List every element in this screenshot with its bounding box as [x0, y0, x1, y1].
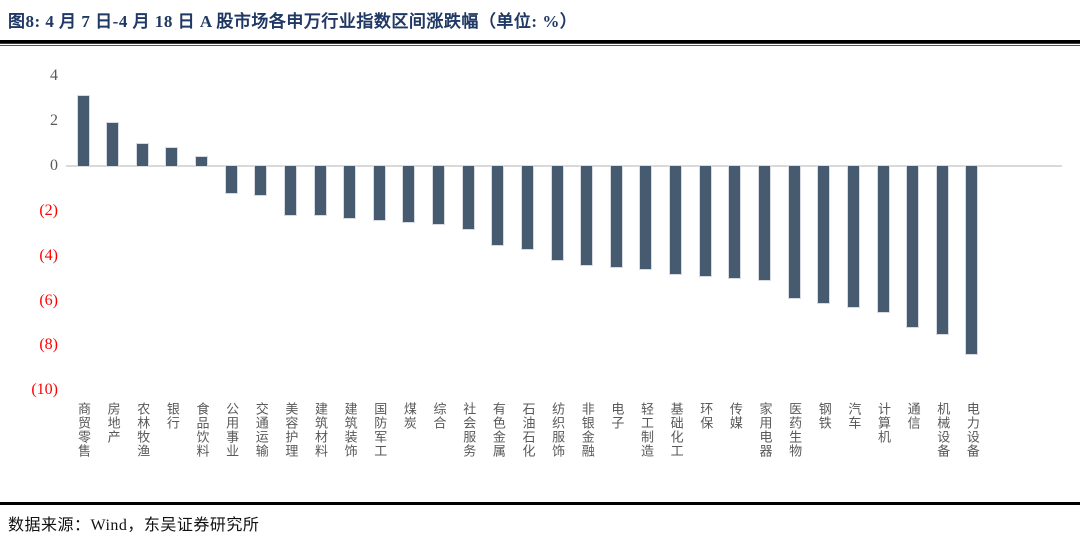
x-axis-label: 公用事业: [224, 402, 240, 458]
bar: [757, 164, 771, 282]
y-axis-tick: 0: [50, 157, 58, 174]
x-axis-label: 建筑装饰: [342, 402, 358, 458]
x-axis-label: 煤炭: [401, 402, 417, 430]
x-axis-label: 银行: [164, 402, 180, 430]
x-axis-label: 通信: [905, 402, 921, 430]
x-axis-label: 商贸零售: [76, 402, 91, 458]
x-axis-label: 电子: [609, 402, 625, 430]
bar: [520, 165, 534, 250]
bar: [639, 164, 653, 271]
bar: [402, 164, 416, 224]
bar: [728, 164, 742, 280]
y-axis-tick: (2): [39, 201, 58, 219]
bar: [343, 165, 357, 219]
x-axis-label: 家用电器: [757, 402, 773, 458]
x-axis-label: 非银金融: [579, 402, 595, 458]
bar: [609, 165, 623, 268]
x-axis-label: 钢铁: [816, 402, 832, 430]
x-axis-label: 食品饮料: [194, 402, 210, 458]
x-axis-label: 美容护理: [283, 402, 299, 458]
bar: [491, 165, 505, 246]
bar: [195, 156, 209, 167]
x-axis-label: 医药生物: [787, 402, 803, 458]
bar: [76, 95, 90, 167]
bar: [698, 165, 712, 277]
title-divider: [0, 40, 1080, 44]
bar: [372, 165, 386, 221]
y-axis-tick: 2: [50, 112, 58, 130]
y-axis-tick: 4: [50, 67, 58, 85]
bar: [935, 164, 949, 336]
title-divider-thin: [0, 45, 1080, 46]
x-axis-label: 电力设备: [964, 402, 980, 458]
x-axis-label: 建筑材料: [313, 402, 329, 458]
x-axis-label: 机械设备: [935, 402, 951, 458]
bar: [313, 164, 327, 217]
x-axis-label: 基础化工: [668, 402, 684, 458]
x-axis-label: 计算机: [876, 402, 891, 444]
x-axis-label: 国防军工: [372, 402, 388, 458]
footer-divider: [0, 502, 1080, 505]
x-axis-label: 纺织服饰: [550, 402, 566, 458]
x-axis-label: 社会服务: [461, 402, 477, 458]
x-axis-label: 轻工制造: [638, 402, 654, 458]
bar: [283, 164, 297, 217]
bar: [254, 164, 268, 197]
bar: [106, 122, 120, 167]
x-axis-label: 交通运输: [253, 402, 269, 458]
y-axis-tick: (4): [39, 246, 58, 264]
bar: [906, 164, 920, 329]
x-axis-label: 农林牧渔: [135, 402, 151, 458]
x-axis-label: 传媒: [727, 402, 743, 430]
bar: [224, 165, 238, 194]
y-axis-tick: (6): [39, 291, 58, 309]
y-axis-tick: (8): [39, 336, 58, 354]
data-source: 数据来源：Wind，东吴证券研究所: [8, 517, 260, 534]
bar: [550, 164, 564, 262]
bar: [876, 165, 890, 313]
bar: [846, 164, 860, 309]
x-axis-label: 环保: [698, 402, 714, 430]
bar: [165, 147, 179, 167]
bar: [432, 164, 446, 226]
x-axis-label: 综合: [431, 402, 447, 430]
bar: [461, 165, 475, 230]
y-axis-tick: (10): [31, 381, 58, 399]
bar: [965, 164, 979, 356]
bar: [787, 164, 801, 300]
page-title: 图8: 4 月 7 日-4 月 18 日 A 股市场各申万行业指数区间涨跌幅（单…: [8, 12, 578, 31]
x-axis-label: 石油石化: [520, 402, 536, 458]
bar: [669, 165, 683, 275]
x-axis-label: 房地产: [105, 402, 121, 444]
x-axis-label: 有色金属: [490, 402, 506, 458]
zero-gridline: [66, 165, 1062, 167]
bar: [135, 142, 149, 168]
bar: [817, 165, 831, 304]
bar: [580, 165, 594, 266]
x-axis-label: 汽车: [846, 402, 862, 430]
